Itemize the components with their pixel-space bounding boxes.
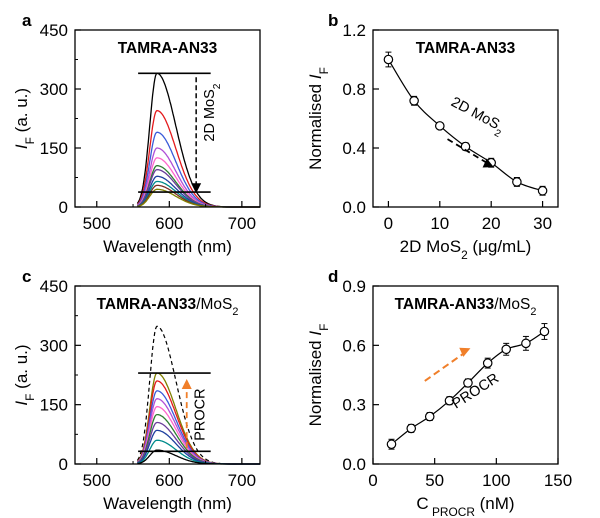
data-point [539,326,550,337]
y-tick-label: 0.3 [342,396,366,415]
y-tick-label: 0 [59,455,68,474]
y-tick-label: 150 [40,139,68,158]
plot-frame [372,29,559,208]
y-tick-label: 150 [40,396,68,415]
panel-d: d PROCR 0 50 100 150 0.0 0.3 0.6 0.9 TAMRA-AN33/Mo… [306,267,572,518]
x-tick-label: 0 [384,214,393,233]
data-point [537,185,548,196]
y-tick-label: 450 [40,21,68,40]
y-tick-label: 0.6 [342,336,366,355]
panel-b: b 2D MoS2 0 10 20 30 0.0 0.4 0.8 1.2 TAMRA-AN33 2D … [306,11,559,262]
y-tick-label: 1.2 [342,21,366,40]
x-tick-label: 100 [482,471,510,490]
x-tick-label: 30 [533,214,552,233]
annotation-label: PROCR [449,370,502,412]
y-tick-label: 0 [59,198,68,217]
annotation-label: PROCR [193,388,209,440]
data-point [521,338,531,349]
x-axis-label: Wavelength (nm) [103,237,232,256]
data-point [383,54,394,65]
y-tick-label: 0.9 [342,277,366,296]
data-point [409,96,419,106]
x-axis-label: C PROCR (nM) [416,494,514,518]
data-point [512,177,522,187]
data-point [482,358,493,368]
panel-label: c [22,267,31,286]
panel-a: a 2D MoS2 500 600 700 0 150 300 450 TAMRA-AN33 Wav… [12,11,261,256]
y-tick-label: 0.0 [342,198,366,217]
y-axis-label: IF (a. u.) [12,344,37,405]
panel-c: c PROCR 500 600 700 0 150 300 450 TAMRA-AN33/MoS2… [12,267,261,513]
arrow-head [191,183,202,194]
x-axis-label: 2D MoS2 (μg/mL) [400,237,532,262]
trend-arrow [447,138,490,165]
data-point [444,395,455,406]
x-tick-label: 500 [83,471,111,490]
x-tick-label: 700 [228,471,256,490]
data-point [463,378,473,388]
y-tick-label: 300 [40,336,68,355]
x-axis-label: Wavelength (nm) [103,494,232,513]
y-axis-label: IF (a. u.) [12,88,37,149]
trend-arrow [424,350,468,382]
x-tick-label: 600 [155,471,183,490]
y-axis-label: Normalised IF [306,67,331,170]
annotation-label: 2D MoS2 [202,83,223,141]
data-point [501,344,511,355]
y-tick-label: 0.0 [342,455,366,474]
x-tick-label: 600 [155,214,183,233]
x-tick-label: 20 [482,214,501,233]
panel-label: a [22,11,32,30]
chart-title: TAMRA-AN33 [118,40,218,57]
y-tick-label: 0.4 [342,139,366,158]
arrow-head [181,378,192,389]
panel-label: b [328,11,338,30]
x-tick-label: 150 [544,471,572,490]
annotation-label: 2D MoS2 [446,94,507,140]
chart-title: TAMRA-AN33/MoS2 [97,296,239,318]
data-point [386,439,397,450]
chart-title: TAMRA-AN33 [416,40,516,57]
panel-label: d [328,267,338,286]
y-tick-label: 300 [40,80,68,99]
chart-title: TAMRA-AN33/MoS2 [395,296,537,318]
data-point [424,411,435,422]
x-tick-label: 500 [83,214,111,233]
y-tick-label: 450 [40,277,68,296]
fit-line [387,59,543,192]
data-point [406,423,417,434]
y-axis-label: Normalised IF [306,324,331,427]
x-tick-label: 10 [430,214,449,233]
y-tick-label: 0.8 [342,80,366,99]
x-tick-label: 50 [425,471,444,490]
x-tick-label: 0 [368,471,377,490]
arrow-head [459,347,471,357]
data-point [435,121,445,131]
x-tick-label: 700 [228,214,256,233]
arrow-head [482,158,494,168]
plot-frame [372,285,559,465]
